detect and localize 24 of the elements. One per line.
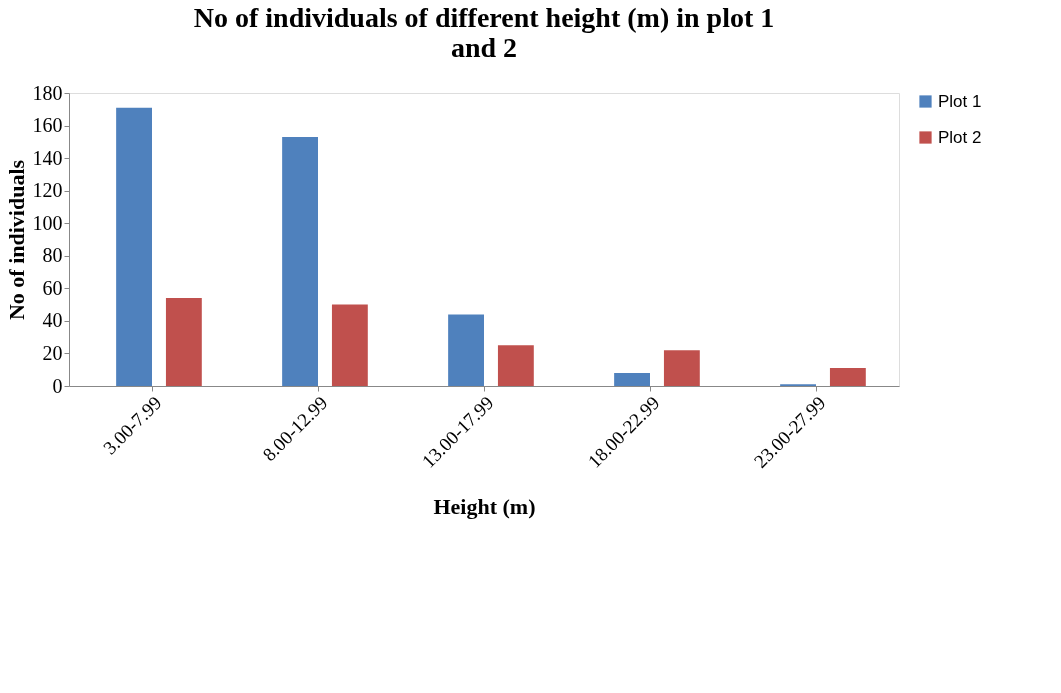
y-tick-label: 120 xyxy=(32,179,63,202)
x-axis-title: Height (m) xyxy=(433,493,536,519)
bar xyxy=(614,372,650,386)
y-tick-label: 20 xyxy=(42,341,63,364)
y-tick-label: 140 xyxy=(32,146,63,169)
y-tick-label: 180 xyxy=(32,81,63,104)
y-tick-label: 100 xyxy=(32,211,63,234)
bar xyxy=(448,314,484,386)
bar xyxy=(165,298,202,386)
legend-label: Plot 1 xyxy=(938,91,982,111)
bar xyxy=(663,350,700,386)
y-tick-label: 80 xyxy=(42,244,63,267)
bar xyxy=(282,136,318,386)
bar xyxy=(116,107,152,386)
legend-label: Plot 2 xyxy=(938,127,982,147)
y-tick-label: 0 xyxy=(52,374,63,397)
y-tick-label: 60 xyxy=(42,276,63,299)
y-axis-title: No of individuals xyxy=(3,159,29,321)
bar xyxy=(497,345,534,386)
bar xyxy=(829,368,866,386)
y-tick-label: 160 xyxy=(32,114,63,137)
y-tick-label: 40 xyxy=(42,309,63,332)
bar xyxy=(331,304,368,386)
chart-title: No of individuals of different height (m) in plot 1 and 2 xyxy=(193,2,775,63)
